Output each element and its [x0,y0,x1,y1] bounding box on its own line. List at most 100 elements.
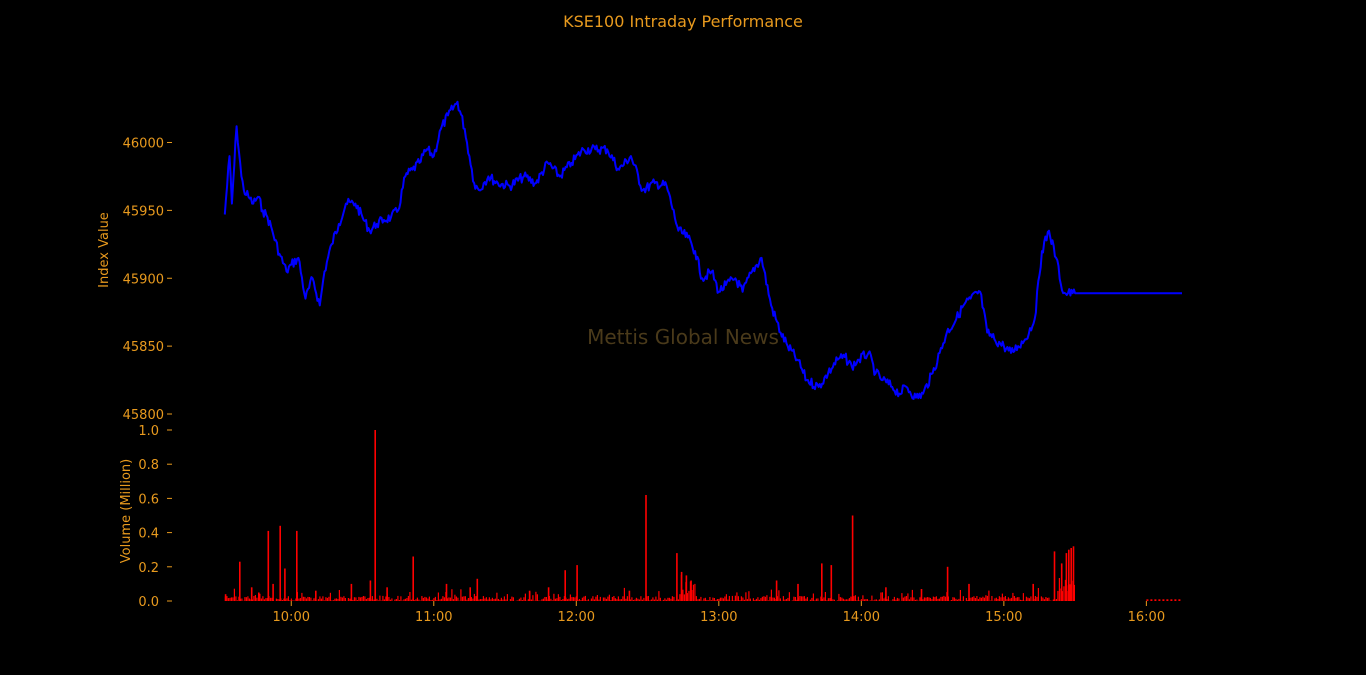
volume-bar [743,599,745,601]
volume-bar [974,598,976,601]
volume-bar [542,598,544,601]
volume-bar [484,598,486,601]
volume-bar [973,596,975,601]
volume-bar [1045,597,1047,601]
volume-bar [604,597,606,601]
volume-bar [836,600,838,601]
volume-bar [706,599,708,601]
volume-bar [782,596,784,601]
volume-bar [904,596,906,601]
volume-bar [769,596,771,601]
volume-bar [680,571,683,601]
volume-bar [907,593,909,601]
volume-bar [632,600,634,601]
volume-bar [311,600,313,601]
volume-bar [946,566,949,601]
volume-bar [1072,546,1075,601]
volume-bar [955,598,957,601]
volume-bar [797,583,799,601]
volume-bar [286,598,288,601]
volume-bar [323,600,325,601]
volume-y-tick-label: 0.8 [138,458,159,473]
volume-bar [433,598,435,601]
volume-bar [1058,578,1060,601]
volume-bar [727,599,729,601]
volume-bar [854,595,856,601]
volume-bar [638,599,640,601]
volume-bar [369,580,372,601]
volume-bar [365,599,367,601]
volume-bar [404,598,406,601]
volume-bar [940,596,942,601]
volume-bar [283,598,285,601]
volume-bar [586,600,588,601]
volume-bar [269,597,271,601]
volume-bar [258,592,260,601]
volume-bar [934,597,936,601]
volume-bar [413,600,415,601]
volume-bar [595,596,597,601]
volume-bar [343,596,345,601]
volume-bar [238,596,240,601]
volume-bar [554,598,556,601]
volume-bar [263,599,265,601]
volume-bar [1030,596,1032,601]
x-tick-label: 13:00 [700,610,737,625]
volume-bar [658,591,660,601]
volume-bar [982,596,984,601]
volume-bar [614,598,616,601]
volume-bar [1154,599,1157,601]
volume-bar [358,596,360,601]
volume-bar [668,597,670,601]
volume-bar [388,597,390,601]
volume-y-tick-label: 1.0 [138,424,159,439]
volume-bar [811,597,813,601]
volume-bar [856,600,858,601]
price-line [223,100,1182,400]
volume-bar [1001,593,1003,601]
volume-bar [482,596,484,601]
volume-bar [356,600,358,601]
volume-bar [439,599,441,601]
volume-bar [322,596,324,601]
volume-bar [1012,592,1014,601]
volume-bar [1178,599,1181,601]
volume-bar [581,597,583,601]
volume-bar [994,598,996,601]
volume-bar [1046,597,1048,601]
volume-bar [478,599,480,601]
volume-bar [1027,597,1029,601]
volume-bar [737,596,739,601]
volume-bar [259,593,261,601]
volume-bar [1043,599,1045,601]
volume-bar [757,597,759,601]
volume-bar [599,596,601,601]
volume-bar [926,597,928,601]
volume-bar [506,594,508,601]
volume-bar [328,596,330,601]
volume-bar [473,593,475,601]
volume-bar [659,597,661,601]
volume-bar [772,597,774,601]
chart-title: KSE100 Intraday Performance [563,12,803,31]
volume-y-tick-label: 0.6 [138,492,159,507]
volume-bar [1055,599,1057,601]
volume-bar [690,580,692,601]
volume-bar [279,525,281,601]
volume-bar [694,583,696,601]
volume-bar [929,597,931,601]
volume-bar [1016,597,1018,601]
volume-bar [532,595,534,601]
x-tick-label: 10:00 [273,610,310,625]
volume-bar [1018,597,1020,601]
volume-bar [331,600,333,601]
volume-bars [224,430,1181,601]
volume-bar [695,596,697,601]
volume-bar [607,596,609,601]
volume-bar [683,594,685,601]
volume-bar [475,596,477,601]
volume-bar [227,598,229,601]
volume-bar [577,600,579,601]
volume-bar [691,590,693,601]
price-y-tick-label: 45850 [123,340,164,355]
